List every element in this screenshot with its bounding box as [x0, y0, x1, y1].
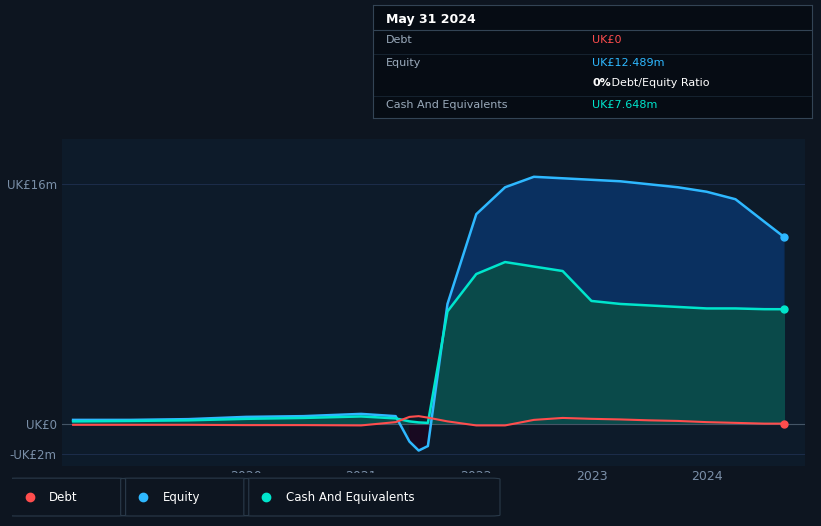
Text: 0%: 0%	[593, 78, 611, 88]
Text: UK£0: UK£0	[593, 35, 621, 45]
Text: Debt/Equity Ratio: Debt/Equity Ratio	[608, 78, 709, 88]
Text: Debt: Debt	[386, 35, 413, 45]
Text: UK£12.489m: UK£12.489m	[593, 58, 665, 68]
Text: UK£7.648m: UK£7.648m	[593, 100, 658, 110]
Text: Equity: Equity	[163, 491, 200, 503]
Text: Cash And Equivalents: Cash And Equivalents	[386, 100, 507, 110]
Text: Equity: Equity	[386, 58, 421, 68]
Text: Cash And Equivalents: Cash And Equivalents	[286, 491, 415, 503]
Text: Debt: Debt	[49, 491, 78, 503]
Text: May 31 2024: May 31 2024	[386, 13, 475, 26]
